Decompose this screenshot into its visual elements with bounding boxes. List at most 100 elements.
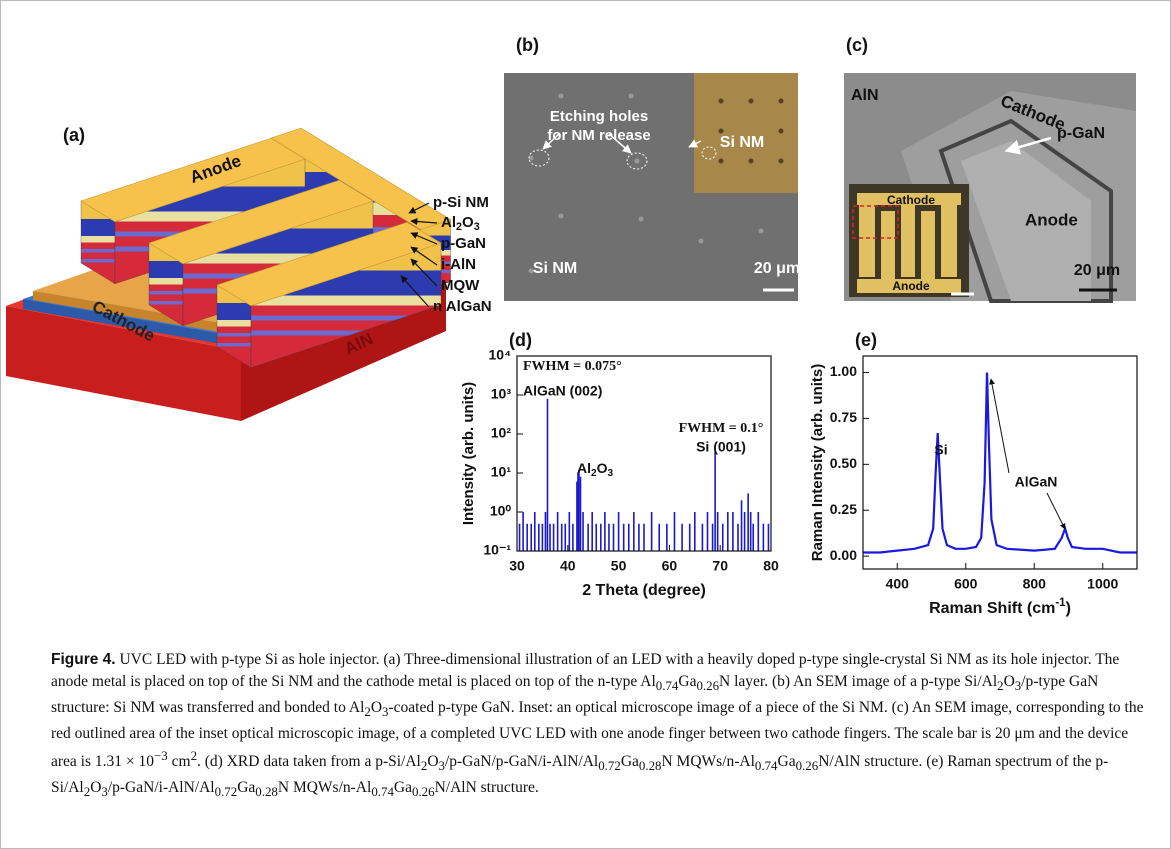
bar [747,493,749,551]
text-run: 0.72 [598,758,621,773]
scale-label: 20 μm [754,260,800,277]
text-run: N MQWs/n-Al [278,779,371,796]
panel-label: (d) [509,330,532,350]
text-run: 0.74 [656,678,679,693]
text-run: O [427,753,438,770]
y-tick-label: 0.00 [830,547,857,563]
text-run: Al [577,460,591,476]
inset-label: Cathode [887,193,935,207]
bar [604,512,606,551]
bar [666,524,668,551]
bar [522,512,524,551]
text-run: /p-GaN/p-GaN/i-AlN/Al [445,753,598,770]
bar [542,524,544,551]
x-tick-label: 800 [1023,576,1047,592]
bar [572,524,574,551]
spectrum-line [863,373,1137,553]
layer-label: MQW [441,277,480,294]
bar [651,512,653,551]
x-tick-label: 80 [763,558,779,574]
text-run: −3 [154,748,168,763]
annotation: Etching holes [550,108,648,125]
annotation-arrow [1047,493,1065,529]
layer-label: n AlGaN [433,298,492,315]
y-tick-label: 10⁻¹ [483,542,511,558]
text-run: /p-GaN/i-AlN/Al [108,779,215,796]
bar [591,512,593,551]
bar [549,524,551,551]
text-run: ) [1066,600,1071,617]
bar [547,399,549,551]
bar [722,524,724,551]
y-tick-label: 10¹ [491,464,512,480]
x-tick-label: 60 [662,558,678,574]
layer-label: p-GaN [441,235,486,252]
annotation-arrow [991,379,1009,473]
text-run: cm [168,753,191,770]
layer-label: i-AlN [441,256,476,273]
inset-label: Anode [892,279,930,293]
panel-label: (c) [846,35,868,55]
bar [702,524,704,551]
text-run: 0.74 [755,758,778,773]
figure-panels: (a) Anode Cathode AlN p-Si NM Al2O3 p-Ga… [1,1,1170,641]
plot-frame [863,356,1137,569]
x-tick-label: 400 [886,576,910,592]
y-tick-label: 0.75 [830,409,857,425]
bar [694,512,696,551]
text-run: Ga [678,673,696,690]
x-tick-label: 600 [954,576,978,592]
figure: (a) Anode Cathode AlN p-Si NM Al2O3 p-Ga… [0,0,1171,849]
bar [587,524,589,551]
bar [623,524,625,551]
text-run: 0.26 [412,785,435,800]
text-run: 3 [474,221,480,233]
text-run: O [371,699,382,716]
bar [595,524,597,551]
figure-caption: Figure 4. UVC LED with p-type Si as hole… [51,649,1146,804]
bar [674,512,676,551]
text-run: 0.72 [215,785,238,800]
x-tick-label: 30 [509,558,525,574]
text-run: N layer. (b) An SEM image of a p-type Si… [719,673,997,690]
x-tick-label: 40 [560,558,576,574]
bar [530,524,532,551]
bar [561,524,563,551]
panel-label: (e) [855,330,877,350]
bar [613,524,615,551]
annotation: FWHM = 0.075° [523,359,622,374]
text-run: Ga [621,753,639,770]
bar [750,512,752,551]
bar [534,512,536,551]
bar [557,512,559,551]
y-tick-label: 10² [491,425,512,441]
bar [618,512,620,551]
bar [714,452,716,551]
bar [741,500,743,551]
bar [600,524,602,551]
text-run: 0.26 [696,678,719,693]
bar [744,512,746,551]
bar [737,524,739,551]
text-run: 0.28 [639,758,662,773]
bar [569,512,571,551]
anode-label: Anode [1025,210,1078,229]
bar [553,524,555,551]
annotation: AlGaN [1015,474,1058,490]
pgan-label: p-GaN [1057,125,1105,142]
bar [578,470,580,551]
bar [727,512,729,551]
text-run: 0.28 [255,785,278,800]
text-run: . (d) XRD data taken from a p-Si/Al [197,753,421,770]
bar [689,524,691,551]
y-axis-label: Raman Intensity (arb. units) [809,364,826,562]
sample-label: Si NM [533,260,577,277]
layer-label: Al2O3 [441,214,480,233]
panel-label: (a) [63,125,85,145]
x-tick-label: 50 [611,558,627,574]
bar [752,524,754,551]
bar [768,524,770,551]
bar [628,524,630,551]
text-run: Ga [778,753,796,770]
text-run: O [597,460,608,476]
